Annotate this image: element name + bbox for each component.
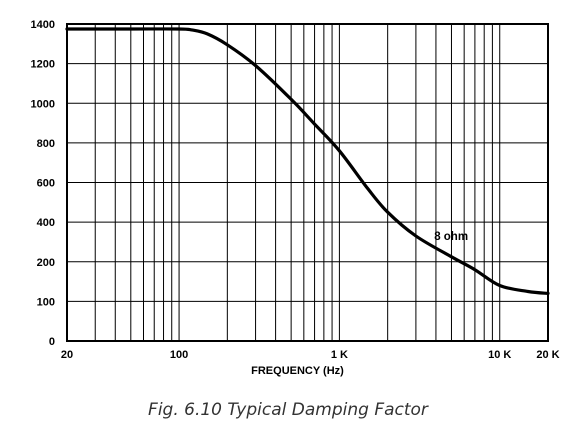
y-tick-label: 100 [37,296,55,308]
series-line-8-ohm [65,27,550,295]
y-tick-label: 0 [49,336,55,348]
y-tick-label: 800 [37,138,55,150]
x-tick-label: 20 K [536,349,559,361]
x-tick-label: 1 K [331,349,348,361]
y-tick-label: 1200 [31,59,55,71]
series-label-8-ohm: 8 ohm [434,231,468,243]
x-tick-label: 20 [61,349,73,361]
x-tick-label: 10 K [488,349,511,361]
damping-factor-chart: 0 100 200 400 600 800 1000 1200 1400 20 100 1 K 10 … [31,19,560,377]
x-tick-labels: 20 100 1 K 10 K 20 K [61,349,560,361]
y-gridlines [67,63,548,302]
plot-frame [66,23,549,342]
y-tick-label: 600 [37,178,55,190]
x-tick-label: 100 [170,349,188,361]
y-tick-label: 1400 [31,19,55,31]
y-tick-label: 1000 [31,98,55,110]
x-axis-title: FREQUENCY (Hz) [251,365,344,377]
figure-caption: Fig. 6.10 Typical Damping Factor [148,400,428,420]
y-tick-labels: 0 100 200 400 600 800 1000 1200 1400 [31,19,55,348]
y-tick-label: 200 [37,257,55,269]
y-tick-label: 400 [37,217,55,229]
